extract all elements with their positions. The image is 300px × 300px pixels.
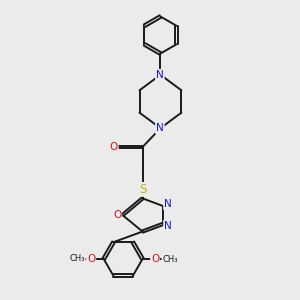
Text: N: N bbox=[164, 220, 172, 230]
Text: CH₃: CH₃ bbox=[69, 254, 85, 263]
Text: O: O bbox=[113, 210, 121, 220]
Text: N: N bbox=[156, 70, 164, 80]
Text: O: O bbox=[87, 254, 95, 264]
Text: CH₃: CH₃ bbox=[162, 255, 178, 264]
Text: O: O bbox=[110, 142, 118, 152]
Text: O: O bbox=[151, 254, 159, 264]
Text: N: N bbox=[156, 123, 164, 133]
Text: N: N bbox=[164, 199, 172, 209]
Text: S: S bbox=[139, 183, 146, 196]
